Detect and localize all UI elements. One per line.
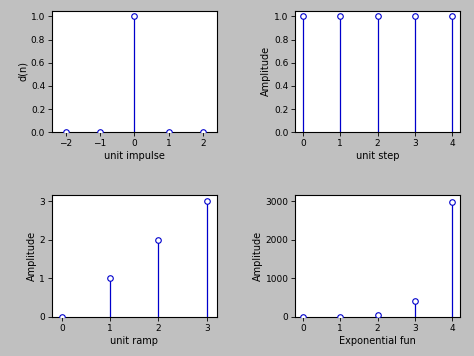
Y-axis label: Amplitude: Amplitude xyxy=(253,231,263,281)
X-axis label: unit ramp: unit ramp xyxy=(110,336,158,346)
X-axis label: unit impulse: unit impulse xyxy=(104,151,165,161)
X-axis label: Exponential fun: Exponential fun xyxy=(339,336,416,346)
Y-axis label: Amplitude: Amplitude xyxy=(27,231,36,281)
Y-axis label: d(n): d(n) xyxy=(18,62,28,82)
Y-axis label: Amplitude: Amplitude xyxy=(261,46,271,96)
X-axis label: unit step: unit step xyxy=(356,151,399,161)
